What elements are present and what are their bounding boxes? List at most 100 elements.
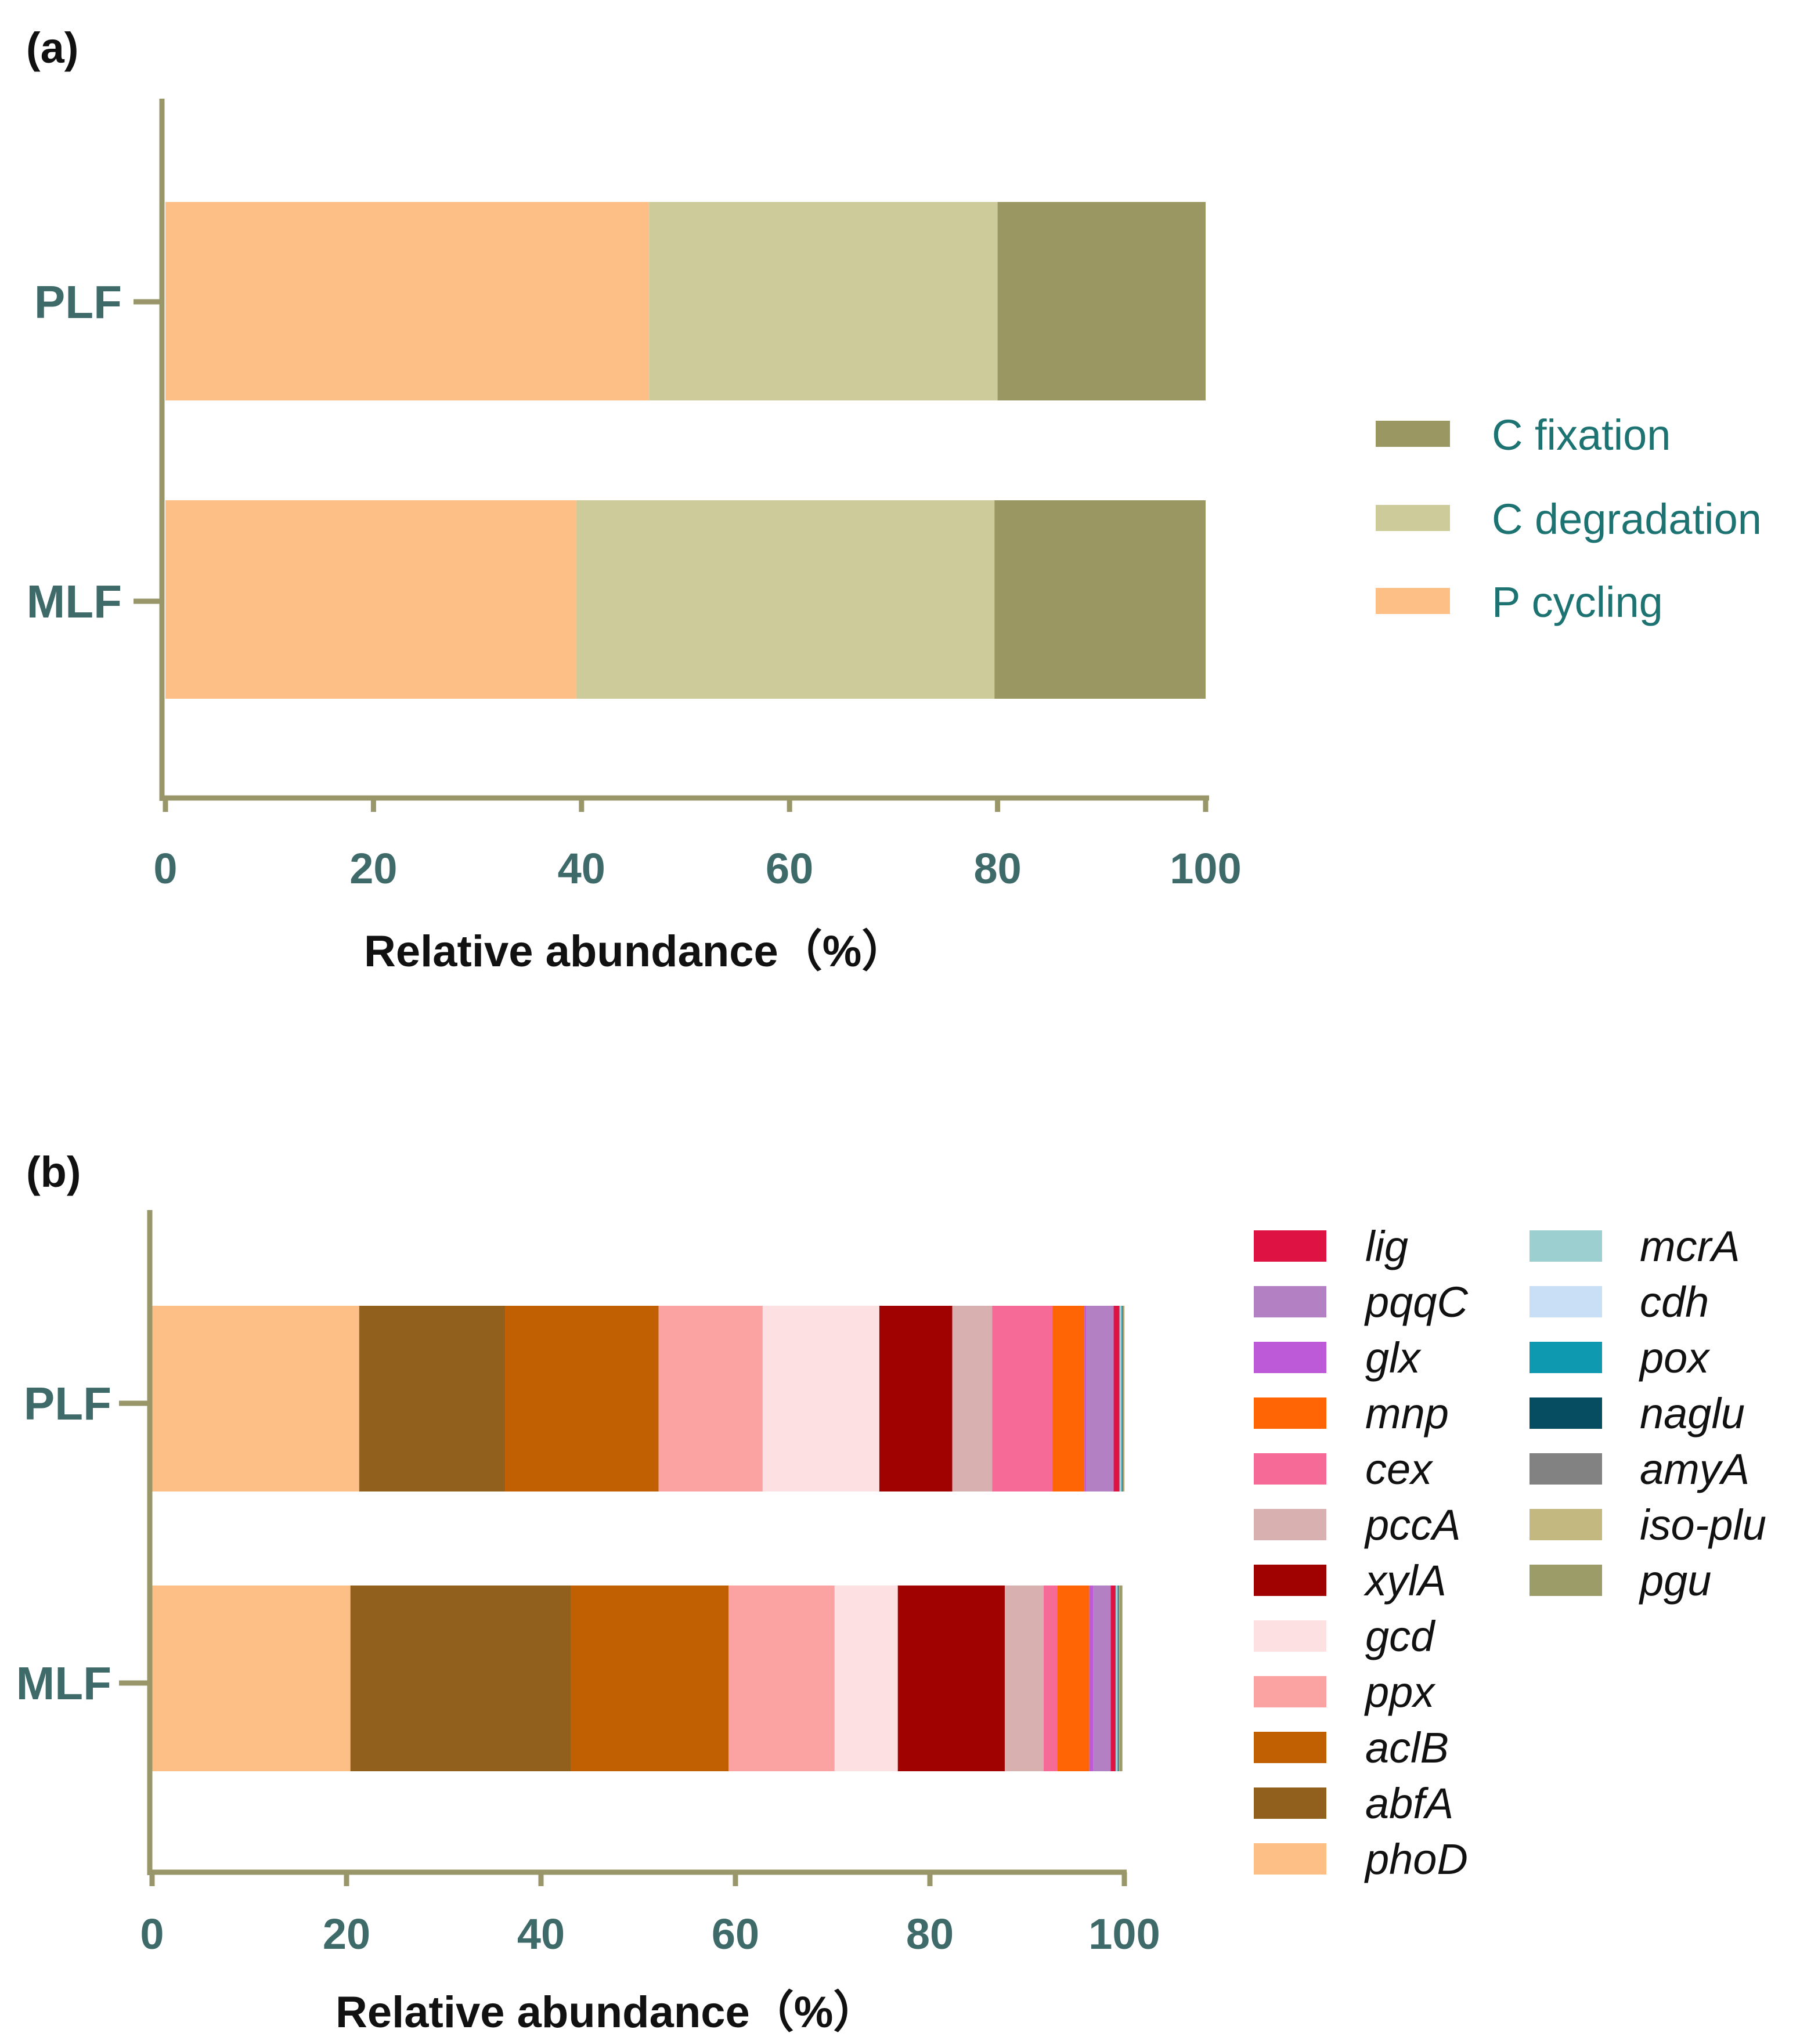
panel-b-x-tick-label-80: 80 (906, 1910, 954, 1958)
panel-b-bar-plf-xyla (879, 1306, 953, 1492)
panel-b: (b) 0 20 40 60 80 100 PLF MLF Relative abunda… (16, 1148, 1766, 2037)
legend-label-c-fixation: C fixation (1492, 411, 1671, 459)
panel-b-x-tick-label-100: 100 (1088, 1910, 1160, 1958)
legend-swatch-c-degradation (1376, 505, 1450, 531)
panel-b-label: (b) (26, 1148, 81, 1196)
panel-b-bar-mlf-glx (1089, 1586, 1094, 1771)
legend-swatch-mnp (1254, 1397, 1326, 1429)
panel-a-bar-mlf-c-fixation (994, 500, 1206, 699)
legend-swatch-cex (1254, 1453, 1326, 1485)
legend-swatch-p-cycling (1376, 588, 1450, 614)
legend-label-amya: amyA (1640, 1445, 1750, 1493)
panel-b-bar-plf-lig (1113, 1306, 1120, 1492)
panel-a-x-tick-label-0: 0 (153, 844, 177, 893)
legend-label-pqqc: pqqC (1364, 1278, 1468, 1326)
panel-b-axes: 0 20 40 60 80 100 (119, 1210, 1160, 1958)
panel-a-bar-mlf-c-degradation (576, 500, 995, 699)
legend-swatch-phod (1254, 1843, 1326, 1875)
panel-b-x-tick-label-0: 0 (140, 1910, 164, 1958)
panel-b-bar-mlf-cex (1043, 1586, 1058, 1771)
panel-b-bar-mlf-gcd (834, 1586, 898, 1771)
legend-swatch-pgu (1530, 1565, 1602, 1596)
panel-a-category-label-PLF: PLF (34, 276, 122, 328)
panel-a-bar-plf-c-fixation (997, 202, 1206, 400)
panel-b-bar-mlf-naglu (1118, 1586, 1119, 1771)
panel-b-bar-plf-mnp (1052, 1306, 1085, 1492)
panel-a-x-tick-label-60: 60 (766, 844, 813, 893)
legend-label-ppx: ppx (1364, 1668, 1436, 1716)
legend-label-xyla: xylA (1363, 1557, 1447, 1605)
panel-b-bar-plf-pgu (1123, 1306, 1124, 1492)
panel-b-bar-plf-mcra (1119, 1306, 1121, 1492)
panel-a-x-ticks: 0 20 40 60 80 100 (153, 798, 1242, 893)
panel-b-bar-mlf-mcra (1115, 1586, 1117, 1771)
legend-label-glx: glx (1365, 1334, 1422, 1382)
legend-swatch-pqqc (1254, 1286, 1326, 1317)
legend-swatch-aclb (1254, 1732, 1326, 1763)
panel-a: (a) 0 20 40 60 80 100 PLF MLF Relative abunda… (26, 24, 1762, 976)
panel-b-bar-plf-naglu (1121, 1306, 1123, 1492)
legend-label-iso-plu: iso-plu (1640, 1501, 1766, 1549)
panel-a-x-tick-label-40: 40 (558, 844, 605, 893)
legend-swatch-amya (1530, 1453, 1602, 1485)
legend-swatch-pox (1530, 1342, 1602, 1373)
panel-b-bar-mlf-abfa (350, 1586, 571, 1771)
panel-b-legend: lig pqqC glx mnp cex pccA xylA gcd ppx aclB abfA ph… (1254, 1222, 1766, 1883)
panel-a-axes: 0 20 40 60 80 100 (134, 99, 1242, 893)
panel-a-x-tick-label-100: 100 (1170, 844, 1241, 893)
panel-b-bar-plf-gcd (762, 1306, 879, 1492)
panel-b-x-ticks: 0 20 40 60 80 100 (140, 1872, 1160, 1958)
panel-b-bar-plf-aclb (505, 1306, 659, 1492)
legend-swatch-mcra (1530, 1230, 1602, 1262)
panel-b-bar-mlf-mnp (1057, 1586, 1090, 1771)
panel-a-bars (165, 202, 1206, 699)
legend-swatch-c-fixation (1376, 421, 1450, 447)
panel-b-bar-plf-phod (152, 1306, 359, 1492)
panel-b-bar-mlf-pcca (1004, 1586, 1044, 1771)
legend-label-mnp: mnp (1365, 1389, 1449, 1438)
panel-a-category-label-MLF: MLF (27, 576, 122, 627)
legend-swatch-iso-plu (1530, 1509, 1602, 1540)
legend-label-abfa: abfA (1365, 1779, 1453, 1828)
panel-b-bar-plf-pqqc (1086, 1306, 1114, 1492)
legend-swatch-abfa (1254, 1787, 1326, 1819)
panel-a-x-axis-title: Relative abundance（%） (364, 927, 906, 976)
legend-label-naglu: naglu (1640, 1389, 1745, 1438)
legend-label-pgu: pgu (1639, 1557, 1711, 1605)
legend-label-mcra: mcrA (1640, 1222, 1740, 1270)
panel-b-bar-mlf-lig (1110, 1586, 1116, 1771)
panel-a-bar-plf-p-cycling (165, 202, 650, 400)
legend-swatch-glx (1254, 1342, 1326, 1373)
panel-b-bar-mlf-pgu (1119, 1586, 1123, 1771)
panel-b-category-label-PLF: PLF (24, 1378, 111, 1429)
panel-b-x-axis-title: Relative abundance（%） (336, 1988, 877, 2037)
legend-label-c-degradation: C degradation (1492, 495, 1762, 543)
panel-b-bar-plf-abfa (359, 1306, 506, 1492)
legend-label-p-cycling: P cycling (1492, 578, 1663, 626)
legend-label-cdh: cdh (1640, 1278, 1709, 1326)
panel-a-x-tick-label-80: 80 (973, 844, 1021, 893)
legend-swatch-naglu (1530, 1397, 1602, 1429)
panel-b-bar-mlf-xyla (897, 1586, 1005, 1771)
panel-a-label: (a) (26, 24, 78, 72)
panel-b-bar-mlf-pox (1117, 1586, 1119, 1771)
legend-swatch-cdh (1530, 1286, 1602, 1317)
legend-label-aclb: aclB (1365, 1724, 1449, 1772)
panel-b-bar-mlf-aclb (571, 1586, 729, 1771)
panel-a-bar-mlf-p-cycling (165, 500, 576, 699)
legend-swatch-ppx (1254, 1676, 1326, 1707)
panel-b-bar-mlf-pqqc (1093, 1586, 1111, 1771)
panel-b-bar-plf-ppx (658, 1306, 763, 1492)
legend-swatch-pcca (1254, 1509, 1326, 1540)
legend-label-cex: cex (1365, 1445, 1434, 1493)
panel-b-x-tick-label-40: 40 (517, 1910, 565, 1958)
panel-b-category-label-MLF: MLF (16, 1657, 111, 1709)
legend-label-pox: pox (1639, 1334, 1711, 1382)
panel-b-bar-plf-pcca (952, 1306, 993, 1492)
panel-a-bar-plf-c-degradation (649, 202, 998, 400)
panel-b-x-tick-label-20: 20 (323, 1910, 370, 1958)
legend-label-lig: lig (1365, 1222, 1408, 1270)
panel-b-bar-mlf-iso-plu (1119, 1586, 1120, 1771)
panel-b-bar-mlf-ppx (728, 1586, 835, 1771)
legend-swatch-gcd (1254, 1620, 1326, 1652)
